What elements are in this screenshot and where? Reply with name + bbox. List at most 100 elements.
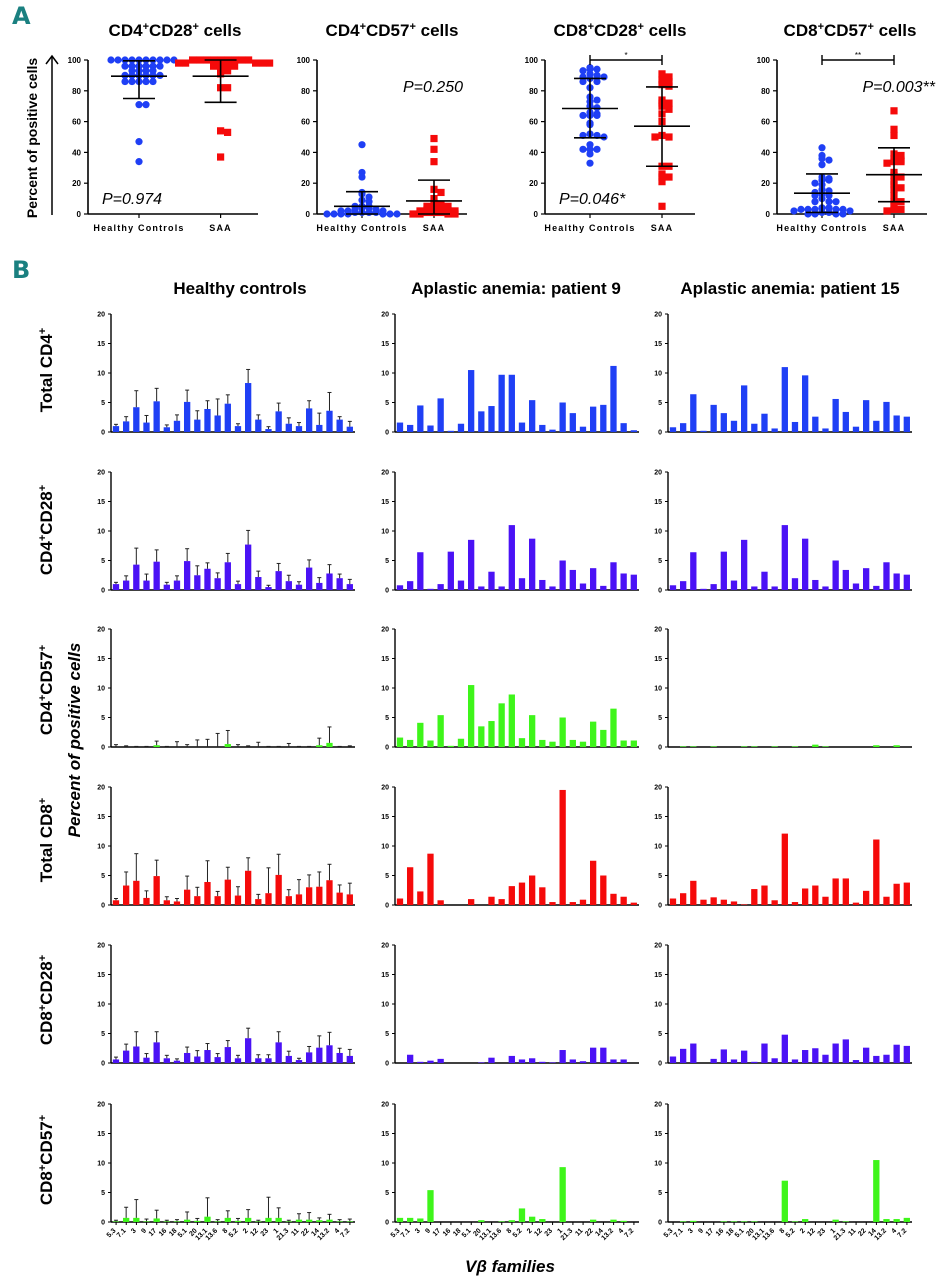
bar (620, 423, 627, 432)
data-point (323, 210, 331, 218)
row-label: CD8+CD57+ (37, 1115, 56, 1205)
bar-chart-2-1: 0 5 10 15 20 (97, 470, 355, 595)
bar (336, 578, 343, 590)
x-tick-label: 7.1 (400, 1227, 412, 1239)
bar (610, 365, 617, 432)
bar (295, 584, 303, 590)
x-tick-label: 12 (533, 1227, 544, 1238)
y-tick-label: 15 (97, 814, 105, 821)
bar (842, 878, 849, 905)
y-tick-label: 80 (72, 87, 81, 96)
bar (730, 1221, 738, 1222)
bar (730, 1059, 738, 1063)
data-point (409, 210, 417, 218)
scatter-plot-4: CD8+CD57+ cells 0 20 40 60 80 100 Healthy Contr… (757, 21, 936, 233)
bar (153, 876, 160, 905)
y-tick-label: 10 (381, 371, 389, 378)
bar (255, 577, 262, 590)
y-tick-label: 100 (757, 56, 771, 65)
bar-chart-5-2: 0 5 10 15 20 (381, 943, 639, 1068)
bar (173, 580, 181, 590)
bar (822, 746, 829, 747)
data-point (196, 56, 204, 64)
bar-chart-4-2: 0 5 10 15 20 (381, 785, 639, 910)
y-tick-label: 100 (525, 56, 539, 65)
bar (903, 1217, 910, 1222)
bar (417, 1218, 424, 1222)
y-tick-label: 60 (761, 118, 770, 127)
y-tick-label: 0 (101, 588, 105, 595)
data-point (839, 210, 847, 218)
bar (224, 744, 231, 747)
bar (589, 860, 597, 905)
y-tick-label: 0 (534, 210, 539, 219)
data-point (182, 59, 190, 67)
data-point (245, 56, 253, 64)
bar (518, 578, 526, 590)
bar (883, 562, 890, 590)
y-tick-label: 0 (101, 430, 105, 437)
y-tick-label: 20 (654, 312, 662, 319)
bar (234, 1220, 242, 1222)
data-point (818, 144, 826, 152)
y-tick-label: 10 (97, 1002, 105, 1009)
bar (122, 580, 130, 590)
bar (406, 424, 414, 432)
x-tick-label: 14 (310, 1227, 321, 1238)
bar (265, 893, 272, 905)
bar-chart-1-3: 0 5 10 15 20 (654, 312, 912, 437)
x-tick-label: 17 (432, 1227, 443, 1238)
data-point (224, 128, 232, 136)
data-point (665, 73, 673, 81)
data-point (142, 101, 150, 109)
y-tick-label: 5 (385, 558, 389, 565)
bar (751, 586, 758, 590)
bar (852, 902, 860, 905)
bar (569, 413, 576, 432)
bar (194, 896, 201, 905)
y-tick-label: 20 (654, 1102, 662, 1109)
bar (112, 1059, 120, 1063)
y-tick-label: 15 (381, 656, 389, 663)
data-point (586, 64, 594, 72)
bar (143, 1057, 150, 1063)
bar (346, 584, 353, 590)
bar (467, 899, 475, 905)
bar (316, 745, 323, 747)
bar (122, 1217, 130, 1222)
data-point (156, 56, 164, 64)
bar (204, 408, 211, 432)
bar (730, 420, 738, 432)
scatter-title: CD4+CD28+ cells (109, 21, 242, 40)
data-point (665, 77, 673, 86)
row-label: Total CD4+ (37, 328, 56, 413)
bar (679, 893, 687, 905)
bar (163, 584, 170, 590)
data-point (430, 134, 438, 143)
bar (771, 1058, 778, 1063)
y-tick-label: 15 (654, 499, 662, 506)
bar (801, 538, 809, 590)
data-point (890, 131, 898, 140)
bar (396, 585, 404, 590)
data-point (224, 62, 232, 70)
bar (690, 1220, 697, 1222)
bar (194, 1220, 201, 1222)
bar (569, 902, 576, 905)
bar (751, 423, 758, 432)
data-point (224, 67, 232, 75)
bar (194, 419, 201, 432)
bar (771, 746, 778, 747)
bar (133, 1217, 140, 1222)
y-tick-label: 10 (654, 1161, 662, 1168)
bar (539, 887, 546, 905)
y-tick-label: 0 (385, 1061, 389, 1068)
p-value: P=0.046* (559, 191, 626, 208)
y-tick-label: 15 (381, 1131, 389, 1138)
bar (417, 552, 424, 590)
bar (234, 1058, 242, 1063)
bar (528, 1216, 536, 1222)
bar (183, 889, 191, 905)
x-tick-label: 1 (556, 1227, 564, 1235)
